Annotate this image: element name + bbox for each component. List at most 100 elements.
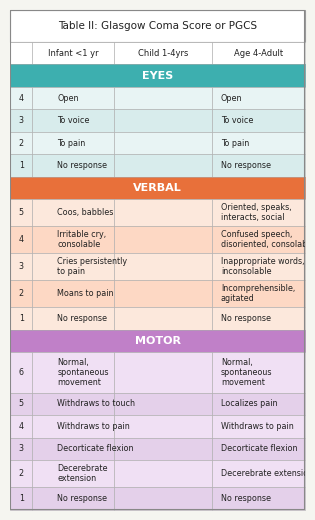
Bar (32, 487, 114, 510)
Bar (10, 307, 32, 330)
Bar (114, 199, 212, 226)
Text: Infant <1 yr: Infant <1 yr (48, 49, 99, 58)
Text: Moans to pain: Moans to pain (57, 289, 114, 298)
Text: No response: No response (57, 314, 107, 323)
Bar (32, 199, 114, 226)
Bar (114, 132, 212, 154)
Text: Decorticate flexion: Decorticate flexion (221, 445, 297, 453)
Bar (212, 87, 305, 109)
Bar (10, 199, 32, 226)
Bar (114, 415, 212, 438)
Text: Irritable cry,
consolable: Irritable cry, consolable (57, 230, 106, 250)
Text: Decerebrate
extension: Decerebrate extension (57, 464, 108, 483)
Bar (212, 132, 305, 154)
Text: Withdraws to pain: Withdraws to pain (221, 422, 294, 431)
Bar (32, 42, 114, 64)
Text: No response: No response (221, 161, 271, 170)
Bar (10, 393, 32, 415)
Bar (114, 154, 212, 177)
Text: 5: 5 (19, 209, 24, 217)
Text: Table II: Glasgow Coma Score or PGCS: Table II: Glasgow Coma Score or PGCS (58, 21, 257, 31)
Text: 2: 2 (19, 138, 24, 148)
Text: Localizes pain: Localizes pain (221, 399, 278, 408)
Text: Open: Open (221, 94, 243, 102)
Text: Withdraws to pain: Withdraws to pain (57, 422, 130, 431)
Bar (114, 42, 212, 64)
Bar (212, 487, 305, 510)
Bar (10, 487, 32, 510)
Text: 3: 3 (19, 116, 24, 125)
Text: 1: 1 (19, 494, 24, 503)
Bar (212, 460, 305, 487)
Bar (212, 393, 305, 415)
Bar (32, 352, 114, 393)
Text: No response: No response (221, 494, 271, 503)
Text: Inappropriate words,
inconsolable: Inappropriate words, inconsolable (221, 257, 304, 277)
Bar (114, 253, 212, 280)
Bar (212, 415, 305, 438)
Text: 1: 1 (19, 314, 24, 323)
Text: Confused speech,
disoriented, consolable: Confused speech, disoriented, consolable (221, 230, 314, 250)
Bar (114, 280, 212, 307)
Text: To voice: To voice (57, 116, 89, 125)
Bar (212, 307, 305, 330)
Text: No response: No response (57, 161, 107, 170)
Bar (10, 177, 305, 199)
Bar (10, 154, 32, 177)
Text: Decorticate flexion: Decorticate flexion (57, 445, 134, 453)
Text: VERBAL: VERBAL (133, 183, 182, 193)
Bar (32, 154, 114, 177)
Bar (10, 42, 32, 64)
Bar (212, 154, 305, 177)
Bar (32, 460, 114, 487)
Bar (10, 10, 305, 42)
Bar (10, 87, 32, 109)
Bar (10, 330, 305, 352)
Bar (10, 132, 32, 154)
Bar (212, 253, 305, 280)
Text: Child 1-4yrs: Child 1-4yrs (138, 49, 188, 58)
Bar (32, 393, 114, 415)
Text: Withdraws to touch: Withdraws to touch (57, 399, 135, 408)
Bar (10, 64, 305, 87)
Bar (32, 132, 114, 154)
Bar (212, 352, 305, 393)
Bar (32, 280, 114, 307)
Bar (114, 438, 212, 460)
Bar (10, 330, 305, 352)
Text: To pain: To pain (221, 138, 249, 148)
Bar (32, 438, 114, 460)
Bar (212, 226, 305, 253)
Bar (10, 109, 32, 132)
Text: 5: 5 (19, 399, 24, 408)
Text: No response: No response (221, 314, 271, 323)
Bar (114, 352, 212, 393)
Text: Normal,
spontaneous
movement: Normal, spontaneous movement (221, 358, 272, 387)
Bar (10, 226, 32, 253)
Bar (32, 415, 114, 438)
Text: Age 4-Adult: Age 4-Adult (234, 49, 283, 58)
Bar (114, 393, 212, 415)
Bar (212, 199, 305, 226)
Bar (10, 460, 32, 487)
Text: Normal,
spontaneous
movement: Normal, spontaneous movement (57, 358, 109, 387)
Bar (10, 352, 32, 393)
Bar (10, 415, 32, 438)
Bar (114, 87, 212, 109)
Text: To pain: To pain (57, 138, 85, 148)
Bar (114, 226, 212, 253)
Bar (10, 253, 32, 280)
Bar (32, 253, 114, 280)
Bar (212, 280, 305, 307)
Text: 2: 2 (19, 469, 24, 478)
Bar (32, 109, 114, 132)
Text: MOTOR: MOTOR (135, 336, 180, 346)
Text: Decerebrate extension: Decerebrate extension (221, 469, 313, 478)
Bar (10, 438, 32, 460)
Bar (10, 280, 32, 307)
Bar (212, 438, 305, 460)
Bar (212, 42, 305, 64)
Bar (114, 460, 212, 487)
Text: 3: 3 (19, 262, 24, 271)
Text: To voice: To voice (221, 116, 253, 125)
